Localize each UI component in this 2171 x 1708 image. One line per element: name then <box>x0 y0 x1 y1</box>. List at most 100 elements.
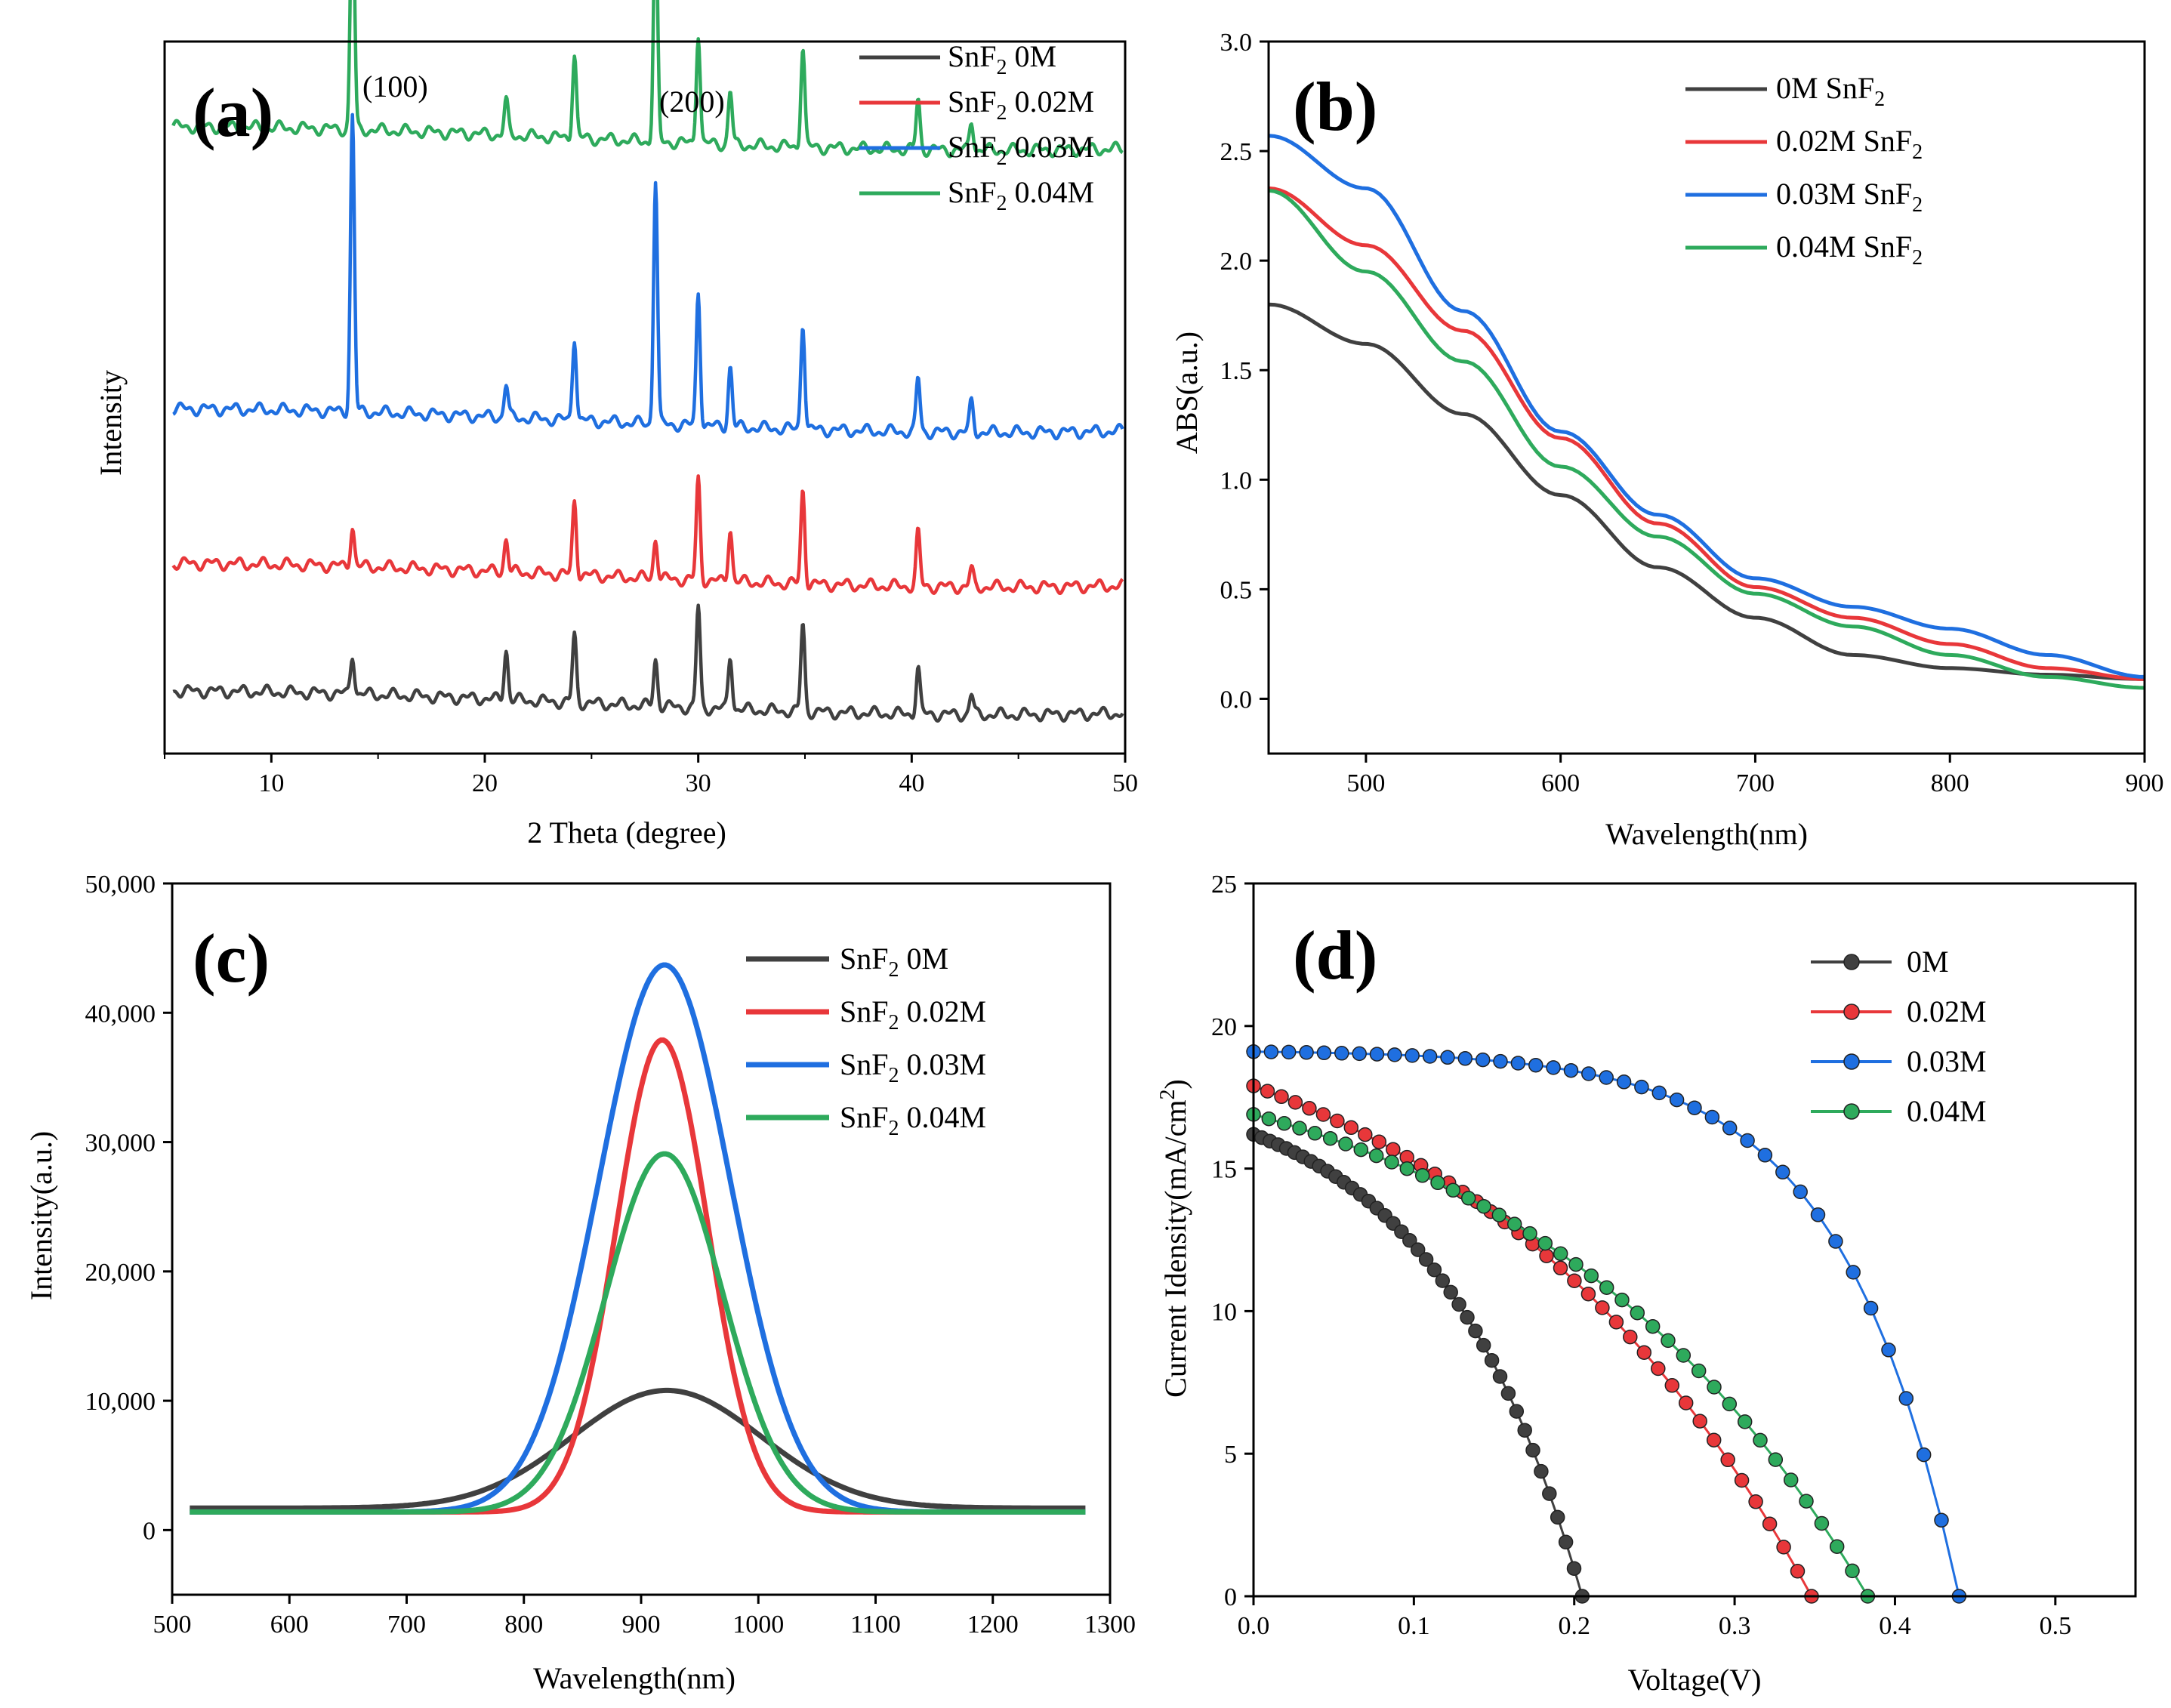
panel-b-ytick-label: 3.0 <box>1220 29 1253 57</box>
panel-c-xtick-label: 600 <box>270 1611 309 1639</box>
panel-d-point <box>1528 1057 1543 1073</box>
panel-d-point <box>1281 1044 1297 1060</box>
panel-b-legend-label-0: 0M SnF2 <box>1776 71 1885 111</box>
panel-a-x-ticks: 10 20 30 40 50 <box>164 754 1138 797</box>
panel-d-point <box>1426 1262 1442 1278</box>
panel-d-legend-marker-2 <box>1843 1053 1860 1070</box>
panel-d-point <box>1386 1142 1401 1157</box>
panel-d-point <box>1558 1534 1574 1550</box>
panel-a-xtick-label: 20 <box>472 769 498 797</box>
panel-b-ticks: 500 600 700 800 900 0.0 0.5 1.0 1.5 2.0 2.5 3.0 <box>1220 29 2164 797</box>
panel-d-legend-marker-0 <box>1843 954 1860 970</box>
panel-a-series-3 <box>171 0 1124 159</box>
panel-d-ylabel: Current Idensity(mA/cm2) <box>1156 1079 1193 1398</box>
panel-d-point <box>1651 1085 1667 1101</box>
panel-d-ytick-label: 15 <box>1211 1156 1237 1184</box>
panel-d-point <box>1691 1363 1707 1379</box>
panel-b-legend-label-1: 0.02M SnF2 <box>1776 124 1923 164</box>
panel-d-point <box>1584 1268 1599 1284</box>
panel-d-legend: 0M 0.02M 0.03M 0.04M <box>1811 945 1987 1128</box>
panel-d-point <box>1276 1116 1292 1131</box>
panel-d-xtick-label: 0.1 <box>1398 1612 1430 1640</box>
panel-b-xtick-label: 700 <box>1736 769 1775 797</box>
panel-c-ytick-label: 30,000 <box>85 1130 156 1158</box>
panel-d-point <box>1614 1292 1630 1308</box>
panel-d-point <box>1368 1148 1384 1164</box>
panel-d-point <box>1783 1472 1799 1488</box>
panel-d-point <box>1566 1561 1582 1576</box>
panel-d-point <box>1740 1133 1755 1148</box>
panel-d-point <box>1460 1191 1476 1206</box>
panel-c-series-0 <box>190 1387 1086 1511</box>
panel-d-point <box>1307 1126 1323 1141</box>
panel-d-point <box>1636 1345 1652 1360</box>
panel-a-ylabel: Intensity <box>94 370 128 476</box>
panel-d-point <box>1706 1432 1722 1447</box>
panel-d-point <box>1595 1300 1610 1315</box>
panel-d-xtick-label: 0.5 <box>2040 1612 2072 1640</box>
panel-d-point <box>1692 1414 1707 1429</box>
panel-d-point <box>1898 1391 1914 1406</box>
panel-b-ylabel: ABS(a.u.) <box>1170 331 1204 454</box>
panel-d-point <box>1651 1361 1666 1377</box>
panel-b-series-1 <box>1268 186 2145 681</box>
panel-d-point <box>1302 1101 1317 1116</box>
panel-d-label: (d) <box>1293 917 1377 994</box>
panel-d-point <box>1757 1148 1773 1163</box>
panel-a-plot <box>171 0 1124 723</box>
panel-c-xtick-label: 1000 <box>732 1611 784 1639</box>
panel-b-frame <box>1267 40 2146 755</box>
panel-d-point <box>1550 1509 1565 1525</box>
panel-a-xtick-label: 40 <box>899 769 924 797</box>
panel-b-ytick-label: 0.0 <box>1220 686 1253 714</box>
panel-d-point <box>1261 1111 1277 1127</box>
panel-d-point <box>1634 1079 1649 1095</box>
panel-a-series-2 <box>172 113 1124 441</box>
panel-d-ytick-label: 10 <box>1211 1298 1237 1326</box>
panel-d-point <box>1260 1084 1275 1099</box>
panel-d-point <box>1460 1309 1475 1325</box>
panel-d-point <box>1542 1486 1557 1501</box>
panel-d-point <box>1599 1280 1614 1295</box>
panel-d-point <box>1704 1109 1720 1125</box>
panel-c-xtick-label: 500 <box>153 1611 192 1639</box>
panel-d-point <box>1734 1472 1750 1488</box>
panel-d-point <box>1414 1168 1430 1183</box>
panel-c-ytick-label: 0 <box>143 1517 156 1545</box>
panel-a-legend-label-2: SnF2 0.03M <box>948 130 1094 170</box>
panel-d-point <box>1720 1452 1735 1468</box>
panel-d-point <box>1387 1047 1402 1062</box>
panel-a-legend: SnF2 0M SnF2 0.02M SnF2 0.03M SnF2 0.04M <box>859 39 1094 215</box>
panel-d-ticks: 0.0 0.1 0.2 0.3 0.4 0.5 0 5 10 15 20 25 <box>1211 871 2071 1640</box>
panel-c-legend: SnF2 0M SnF2 0.02M SnF2 0.03M SnF2 0.04M <box>746 942 986 1140</box>
panel-d-point <box>1451 1296 1466 1312</box>
panel-c-xtick-label: 700 <box>387 1611 426 1639</box>
panel-d-legend-label-0: 0M <box>1907 945 1949 979</box>
panel-a-frame <box>163 40 1127 755</box>
panel-d-legend-label-3: 0.04M <box>1907 1094 1987 1128</box>
panel-a-legend-label-1: SnF2 0.02M <box>948 85 1094 125</box>
panel-c-ytick-label: 50,000 <box>85 871 156 899</box>
panel-a-legend-label-3: SnF2 0.04M <box>948 175 1094 215</box>
panel-d-frame <box>1252 882 2137 1598</box>
panel-a-xlabel: 2 Theta (degree) <box>527 815 726 849</box>
panel-d-point <box>1669 1092 1685 1108</box>
panel-d-xtick-label: 0.4 <box>1879 1612 1911 1640</box>
panel-d-point <box>1338 1136 1353 1152</box>
panel-d-point <box>1405 1048 1420 1063</box>
panel-d-point <box>1722 1121 1738 1136</box>
panel-d-point <box>1322 1130 1338 1146</box>
panel-b-legend-label-2: 0.03M SnF2 <box>1776 177 1923 217</box>
panel-d-point <box>1440 1050 1455 1065</box>
panel-d-point <box>1299 1045 1314 1060</box>
panel-d-point <box>1748 1494 1763 1509</box>
panel-b-series-0 <box>1268 302 2145 681</box>
panel-a: 10 20 30 40 50 2 Theta (degree) Intensity (a… <box>94 0 1138 849</box>
panel-a-legend-label-0: SnF2 0M <box>948 39 1056 79</box>
panel-d-plot <box>1246 1044 1967 1604</box>
panel-d-ytick-label: 5 <box>1224 1441 1237 1469</box>
panel-d-point <box>1630 1305 1645 1321</box>
